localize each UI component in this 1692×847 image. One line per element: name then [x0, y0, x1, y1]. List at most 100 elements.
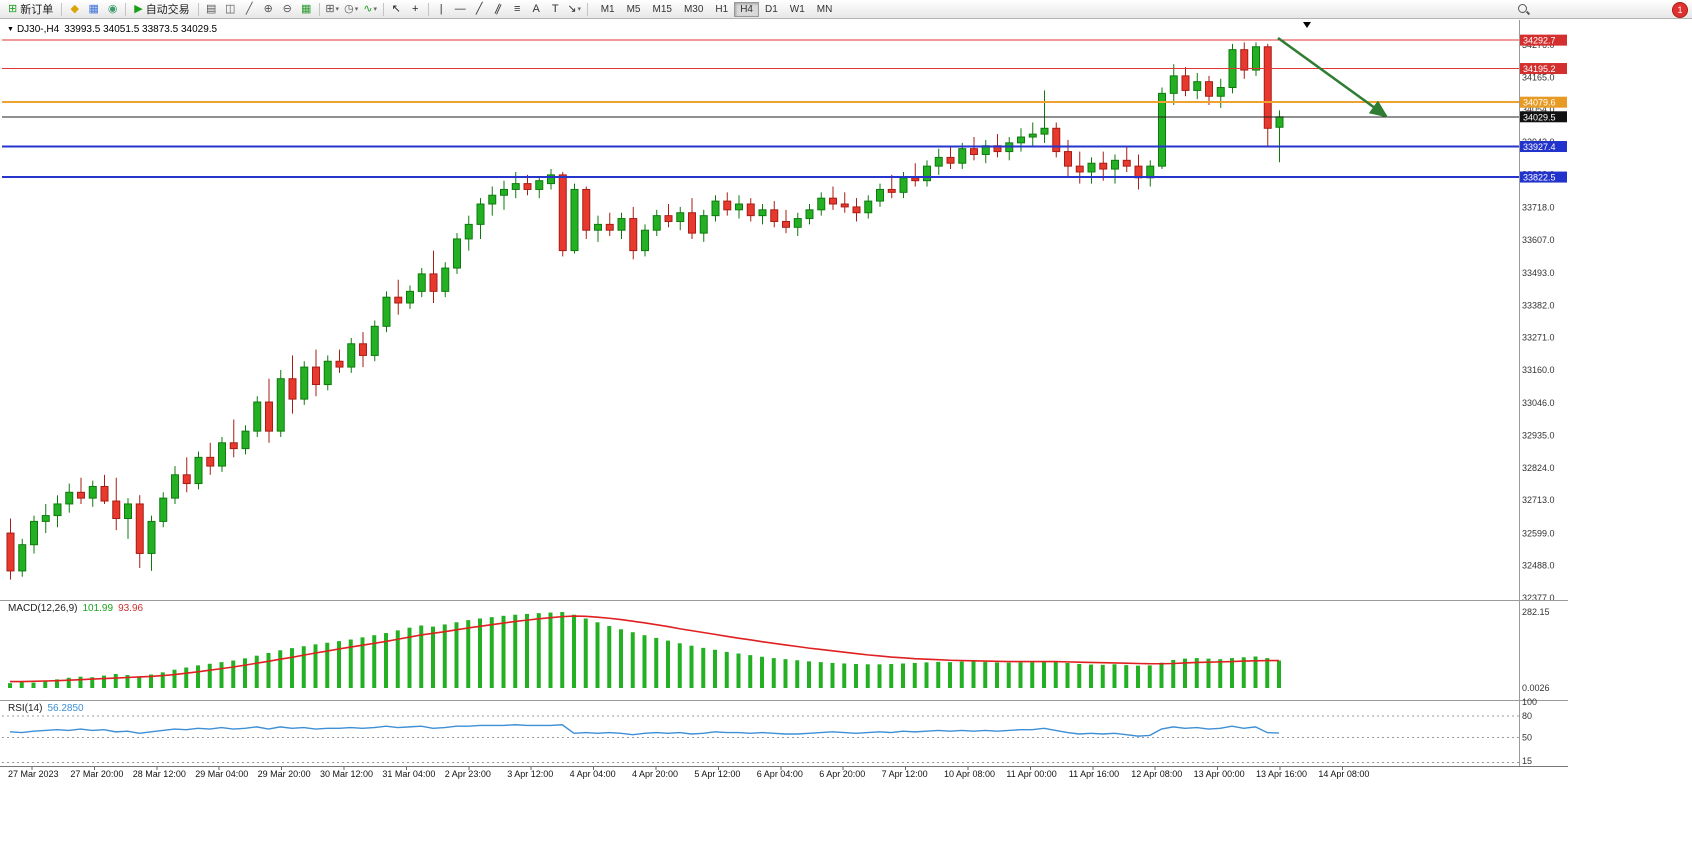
time-axis-label: 6 Apr 04:00 [757, 769, 803, 779]
tile-windows-icon[interactable]: ▦ [297, 1, 316, 18]
arrows-icon[interactable]: ↘ ▾ [565, 1, 584, 18]
chart-menu-icon[interactable]: ▼ [7, 26, 14, 33]
profiles-icon[interactable]: ◷ ▾ [342, 1, 361, 18]
macd-histogram-bar [736, 653, 741, 688]
candle [594, 223, 602, 231]
candle [699, 215, 708, 234]
macd-histogram-bar [1042, 661, 1046, 688]
macd-histogram-bar [172, 669, 177, 688]
macd-signal-line [10, 615, 1279, 683]
candle [782, 220, 790, 228]
candle [664, 215, 673, 222]
candle [1263, 46, 1272, 129]
macd-histogram-bar [55, 679, 59, 688]
vertical-line-icon[interactable]: | [432, 1, 451, 18]
time-axis-label: 27 Mar 20:00 [70, 769, 123, 779]
time-axis-label: 27 Mar 2023 [8, 769, 59, 779]
timeframe-m1[interactable]: M1 [600, 3, 615, 15]
indicators-list-icon[interactable]: ∿ ▾ [361, 1, 380, 18]
candle [641, 229, 649, 252]
macd-histogram-bar [795, 660, 800, 688]
cursor-icon[interactable]: ↖ [387, 1, 406, 18]
timeframe-d1[interactable]: D1 [765, 3, 778, 15]
candle [464, 223, 473, 240]
macd-histogram-bar [607, 626, 612, 688]
time-axis-label: 11 Apr 16:00 [1069, 769, 1119, 779]
candle [840, 203, 849, 208]
zoom-out-icon[interactable]: ⊖ [278, 1, 297, 18]
new-order-button[interactable]: ⊞ 新订单 [3, 1, 58, 18]
candle [88, 485, 97, 499]
metaeditor-icon[interactable]: ◆ [65, 1, 84, 18]
timeframe-h4[interactable]: H4 [734, 1, 759, 17]
candle [65, 491, 74, 505]
price-badge-value: 33822.5 [1523, 173, 1556, 183]
macd-histogram-bar [548, 612, 553, 688]
candle [688, 212, 696, 234]
timeframe-w1[interactable]: W1 [789, 3, 805, 15]
timeframe-m30[interactable]: M30 [683, 3, 704, 15]
horizontal-line-icon[interactable]: — [451, 1, 470, 18]
candle [617, 218, 626, 231]
candle [1240, 49, 1249, 71]
macd-histogram-bar [113, 673, 118, 688]
macd-histogram-bar [677, 643, 682, 688]
toolbar-separator [427, 2, 429, 16]
price-badge-value: 33927.4 [1523, 142, 1556, 152]
time-axis-label: 10 Apr 08:00 [944, 769, 995, 779]
new-chart-icon[interactable]: ⊞ ▾ [323, 1, 342, 18]
macd-histogram-bar [1194, 658, 1199, 688]
chart-shift-marker[interactable] [1303, 22, 1311, 28]
trendline-icon[interactable]: ╱ [470, 1, 489, 18]
search-icon[interactable] [1517, 3, 1530, 16]
text-label-icon[interactable]: T [546, 1, 565, 18]
timeframe-m5[interactable]: M5 [626, 3, 641, 15]
indicators-list-icon: ∿ [363, 2, 373, 15]
rsi-name: RSI(14) [8, 703, 43, 714]
macd-histogram-bar [184, 667, 189, 688]
text-icon[interactable]: A [527, 1, 546, 18]
notification-badge[interactable]: 1 [1672, 2, 1688, 18]
candle [359, 343, 367, 356]
market-watch-icon[interactable]: ▦ [84, 1, 103, 18]
zoom-in-icon[interactable]: ⊕ [259, 1, 278, 18]
chevron-down-icon: ▾ [373, 6, 378, 13]
macd-histogram-bar [948, 662, 952, 688]
candle [194, 456, 203, 485]
refresh-icon[interactable]: ◉ [103, 1, 122, 18]
macd-histogram-bar [207, 663, 212, 688]
fibonacci-icon[interactable]: ≡ [508, 1, 527, 18]
candle [958, 148, 967, 164]
macd-histogram-bar [995, 662, 999, 688]
candle [18, 544, 27, 572]
timeframe-mn[interactable]: MN [816, 3, 833, 15]
time-axis-label: 13 Apr 00:00 [1194, 769, 1245, 779]
macd-histogram-bar [760, 656, 764, 688]
candle [1252, 46, 1260, 71]
candle [605, 223, 614, 231]
text-icon: A [532, 2, 540, 15]
candle [676, 212, 685, 222]
price-tick-label: 33046.0 [1522, 398, 1555, 408]
macd-histogram-bar [489, 617, 494, 688]
trend-arrow-annotation[interactable] [1277, 36, 1389, 118]
time-axis-label: 13 Apr 16:00 [1256, 769, 1307, 779]
timeframe-h1[interactable]: H1 [715, 3, 729, 15]
candle [1193, 81, 1202, 91]
candle [182, 474, 191, 485]
channel-icon[interactable]: ∥ [489, 1, 508, 18]
price-tick-label: 33271.0 [1522, 333, 1555, 343]
crosshair-icon[interactable]: + [406, 1, 425, 18]
bar-chart-icon[interactable]: ▤ [202, 1, 221, 18]
candlestick-chart-icon[interactable]: ◫ [221, 1, 240, 18]
macd-histogram-bar [407, 627, 412, 688]
line-chart-icon[interactable]: ╱ [240, 1, 259, 18]
candle [112, 500, 121, 520]
rsi-value: 56.2850 [47, 703, 84, 714]
macd-histogram-bar [983, 661, 988, 688]
macd-histogram-bar [583, 618, 588, 688]
price-tick-label: 32599.0 [1522, 528, 1555, 538]
candle [370, 325, 379, 356]
timeframe-m15[interactable]: M15 [652, 3, 672, 15]
autotrading-button[interactable]: ▶ 自动交易 [129, 1, 194, 18]
